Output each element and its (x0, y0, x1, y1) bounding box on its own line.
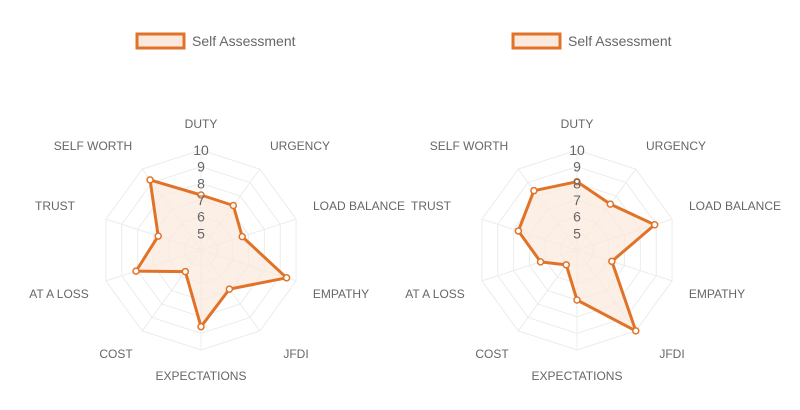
data-point-duty (197, 191, 205, 199)
axis-label-at-a-loss: AT A LOSS (405, 287, 465, 301)
data-point-urgency (229, 201, 238, 210)
axis-labels: DUTY URGENCY LOAD BALANCE EMPATHY JFDI EXPECT… (405, 117, 781, 383)
legend: Self Assessment (511, 32, 672, 50)
legend-swatch (511, 32, 562, 50)
axis-label-expectations: EXPECTATIONS (156, 369, 247, 383)
axis-label-trust: TRUST (411, 199, 452, 213)
axis-label-cost: COST (99, 347, 133, 361)
axis-label-empathy: EMPATHY (689, 287, 745, 301)
legend-swatch (135, 32, 186, 50)
tick-label-5: 5 (573, 225, 581, 241)
axis-label-jfdi: JFDI (283, 347, 308, 361)
legend-label: Self Assessment (192, 33, 296, 49)
tick-label-6: 6 (573, 209, 581, 225)
tick-label-10: 10 (193, 142, 209, 158)
data-point-at-a-loss (536, 258, 545, 266)
tick-label-8: 8 (573, 175, 581, 191)
data-point-trust (154, 232, 162, 240)
data-point-load-balance (238, 232, 246, 241)
radar-chart-2: Self Assessment DUTY URGENCY LOAD BALANCE EM… (405, 32, 781, 383)
data-point-cost (562, 261, 570, 269)
data-point-jfdi (225, 285, 234, 293)
data-point-jfdi (632, 327, 640, 335)
tick-label-9: 9 (197, 159, 205, 175)
axis-label-cost: COST (475, 347, 509, 361)
axis-label-expectations: EXPECTATIONS (532, 369, 623, 383)
axis-label-urgency: URGENCY (270, 139, 330, 153)
axis-label-duty: DUTY (185, 117, 218, 131)
data-point-urgency (606, 200, 615, 208)
data-point-trust (514, 227, 523, 235)
tick-label-8: 8 (197, 175, 205, 191)
data-point-self-worth (530, 186, 538, 195)
axis-label-duty: DUTY (561, 117, 594, 131)
radar-chart-1: Self Assessment DUTY URGENCY LOAD BALANCE EM… (29, 32, 405, 383)
tick-label-9: 9 (573, 159, 581, 175)
tick-label-6: 6 (197, 209, 205, 225)
data-point-empathy (608, 257, 616, 266)
data-point-expectations (197, 322, 205, 331)
axis-label-jfdi: JFDI (659, 347, 684, 361)
axis-label-trust: TRUST (35, 199, 76, 213)
axis-label-self-worth: SELF WORTH (54, 139, 132, 153)
data-point-expectations (573, 296, 581, 304)
axis-label-at-a-loss: AT A LOSS (29, 287, 89, 301)
tick-label-7: 7 (197, 192, 205, 208)
axis-labels: DUTY URGENCY LOAD BALANCE EMPATHY JFDI EXPECT… (29, 117, 405, 383)
tick-label-5: 5 (197, 225, 205, 241)
data-point-self-worth (146, 176, 154, 184)
tick-label-10: 10 (569, 142, 585, 158)
axis-label-empathy: EMPATHY (313, 287, 369, 301)
axis-label-urgency: URGENCY (646, 139, 706, 153)
series-area (516, 180, 657, 333)
data-point-at-a-loss (132, 267, 140, 275)
axis-label-self-worth: SELF WORTH (430, 139, 508, 153)
axis-label-load-balance: LOAD BALANCE (313, 199, 405, 213)
data-point-empathy (282, 274, 291, 282)
legend-label: Self Assessment (568, 33, 672, 49)
data-point-duty (573, 177, 581, 186)
legend: Self Assessment (135, 32, 296, 50)
axis-label-load-balance: LOAD BALANCE (689, 199, 781, 213)
tick-label-7: 7 (573, 192, 581, 208)
data-point-cost (181, 267, 190, 276)
data-point-load-balance (650, 221, 659, 229)
